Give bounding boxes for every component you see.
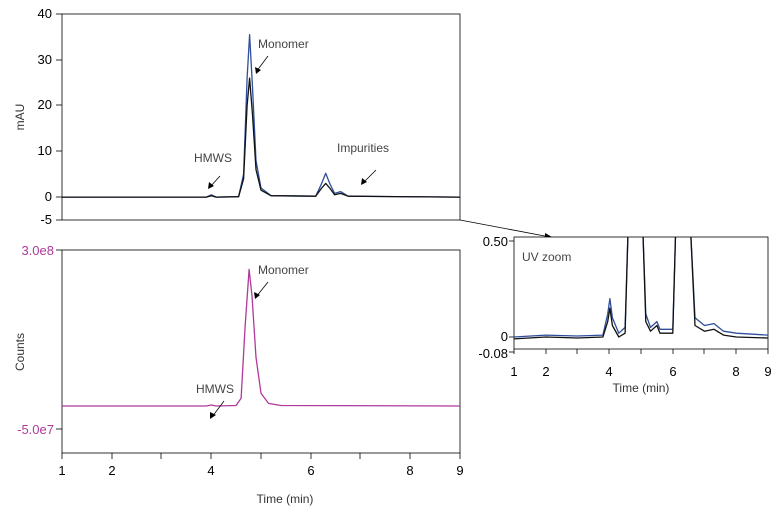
uv-hmws-label: HMWS [194,151,232,165]
uv-impurities-label: Impurities [337,141,389,155]
ms-xtick-label: 8 [406,463,413,478]
ms-series-lines [62,268,461,407]
ms-plot-frame [61,249,461,454]
uv-ytick-label: 0 [45,189,52,204]
zoom-title: UV zoom [522,250,571,264]
zoom-ytick-label: 0 [501,329,508,344]
arrow-head-icon [361,178,367,185]
ms-ytick-label: -5.0e7 [17,422,54,437]
zoom-ytick-label: 0.50 [483,234,508,249]
arrow-head-icon [210,412,216,419]
uv-panel: mAU 40 30 20 10 0 -5 Monomer HMWS Impuri… [13,6,461,227]
uv-ytick-label: 20 [38,97,52,112]
ms-xlabel: Time (min) [257,492,314,506]
zoom-connector-line [459,219,551,238]
ms-hmws-label: HMWS [196,382,234,396]
ms-ytick-label: 3.0e8 [21,243,54,258]
ms-monomer-label: Monomer [258,263,309,277]
ms-xtick-label: 4 [207,463,214,478]
uv-series-lines [62,33,461,198]
uv-ytick-label: 30 [38,52,52,67]
zoom-xtick-label: 6 [669,364,676,379]
zoom-xtick-label: 1 [510,364,517,379]
zoom-xticks: 1 2 4 6 8 9 [510,349,772,379]
uv-series-line-0 [62,33,461,198]
uv-ylabel: mAU [13,104,27,131]
uv-monomer-label: Monomer [258,37,309,51]
zoom-series-lines [514,237,768,340]
zoom-panel: UV zoom 0.50 0 -0.08 1 2 4 6 8 9 Time (m… [478,234,772,395]
uv-ytick-label: 40 [38,6,52,21]
zoom-plot-frame [513,236,769,350]
ms-xtick-label: 9 [456,463,463,478]
zoom-series-line-0 [514,237,768,338]
zoom-xtick-label: 4 [605,364,612,379]
zoom-xlabel: Time (min) [613,381,670,395]
ms-panel: Counts 3.0e8 -5.0e7 1 2 4 6 8 9 Time (mi… [13,243,464,506]
uv-series-line-1 [62,77,461,198]
arrow-head-icon [208,182,214,189]
uv-yticks: 40 30 20 10 0 -5 [38,6,62,227]
zoom-xtick-label: 9 [764,364,771,379]
zoom-ytick-label: -0.08 [478,346,508,361]
zoom-series-line-1 [514,237,768,340]
uv-ytick-label: 10 [38,143,52,158]
arrow-head-icon [254,292,260,299]
ms-series-line-0 [62,268,461,407]
uv-ytick-label: -5 [40,212,52,227]
ms-xtick-label: 2 [108,463,115,478]
zoom-xtick-label: 8 [732,364,739,379]
ms-ylabel: Counts [13,333,27,371]
zoom-xtick-label: 2 [542,364,549,379]
uv-plot-frame [61,13,461,221]
ms-xtick-label: 1 [58,463,65,478]
arrow-head-icon [255,67,261,74]
ms-xticks: 1 2 4 6 8 9 [58,453,464,478]
ms-xtick-label: 6 [307,463,314,478]
